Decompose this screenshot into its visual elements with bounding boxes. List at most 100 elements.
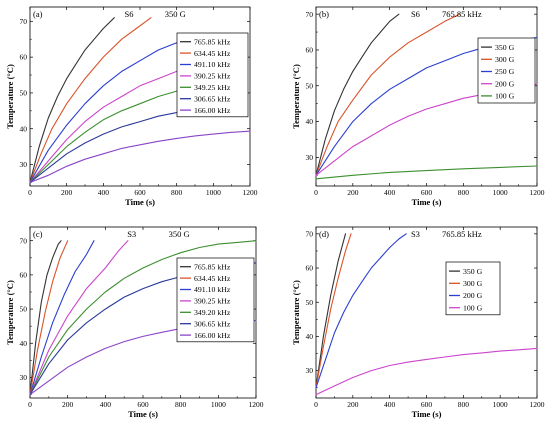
x-tick-label: 200	[347, 188, 359, 197]
x-tick-label: 800	[458, 188, 470, 197]
y-tick-label: 60	[20, 53, 28, 62]
legend-entry: 350 G	[463, 267, 483, 276]
legend-entry: 634.45 kHz	[194, 274, 231, 283]
legend-entry: 250 G	[495, 67, 515, 76]
y-tick-label: 60	[306, 46, 314, 55]
y-tick-label: 40	[20, 124, 28, 133]
x-tick-label: 200	[61, 188, 73, 197]
y-tick-label: 40	[20, 339, 28, 348]
y-tick-label: 40	[306, 332, 314, 341]
series-line	[315, 233, 352, 389]
plot-frame	[315, 226, 538, 399]
legend-entry: 166.00 kHz	[194, 106, 231, 115]
x-tick-label: 600	[421, 188, 433, 197]
y-tick-label: 40	[306, 117, 314, 126]
y-tick-label: 50	[306, 298, 314, 307]
legend-entry: 350 G	[495, 43, 515, 52]
x-tick-label: 1200	[530, 400, 545, 409]
y-tick-label: 30	[306, 153, 314, 162]
legend-entry: 100 G	[463, 303, 483, 312]
x-tick-label: 0	[28, 400, 32, 409]
series-line	[29, 17, 152, 183]
legend-entry: 491.10 kHz	[194, 60, 231, 69]
panel-c: 0 200 400 600 800 1000 1200 30 40 50 60 70 Time (s) T…	[5, 226, 264, 419]
condition-label: 765.85 kHz	[442, 9, 482, 19]
condition-label: 350 G	[169, 229, 190, 239]
panel-label: (d)	[319, 229, 329, 239]
x-tick-label: 1200	[243, 188, 258, 197]
legend-entry: 300 G	[463, 279, 483, 288]
x-tick-label: 600	[421, 400, 433, 409]
condition-label: 350 G	[165, 9, 186, 19]
series-line	[315, 233, 347, 389]
x-tick-label: 800	[171, 188, 183, 197]
y-tick-label: 60	[20, 270, 28, 279]
x-tick-label: 1000	[206, 188, 221, 197]
panel-b: 0 200 400 600 800 1000 1200 30 40 50 60 70 Time (s) T…	[291, 6, 545, 207]
series-line	[29, 42, 178, 183]
series-line	[315, 13, 461, 176]
series-line	[29, 240, 62, 396]
series-line	[315, 233, 407, 389]
sample-label: S3	[411, 229, 420, 239]
y-tick-label: 60	[306, 264, 314, 273]
legend-entry: 200 G	[463, 291, 483, 300]
y-tick-label: 70	[20, 17, 28, 26]
legend-entry: 491.10 kHz	[194, 285, 231, 294]
x-tick-label: 600	[134, 188, 146, 197]
series-line	[315, 347, 538, 396]
x-tick-label: 0	[314, 400, 318, 409]
x-tick-label: 400	[100, 400, 112, 409]
y-axis-label: Temperature (°C)	[5, 280, 15, 345]
x-tick-label: 600	[137, 400, 149, 409]
legend-entry: 166.00 kHz	[194, 331, 231, 340]
panel-label: (c)	[33, 229, 43, 239]
legend-entry: 200 G	[495, 79, 515, 88]
x-tick-label: 400	[98, 188, 110, 197]
legend-entry: 349.25 kHz	[194, 83, 231, 92]
y-axis-label: Temperature (°C)	[291, 64, 301, 129]
y-axis-label: Temperature (°C)	[291, 280, 301, 345]
x-axis-label: Time (s)	[412, 197, 442, 207]
series-line	[29, 130, 251, 183]
x-tick-label: 800	[175, 400, 187, 409]
series-line	[29, 240, 257, 396]
x-tick-label: 1000	[493, 400, 508, 409]
legend-entry: 634.45 kHz	[194, 49, 231, 58]
x-tick-label: 800	[458, 400, 470, 409]
x-tick-label: 0	[314, 188, 318, 197]
sample-label: S6	[411, 9, 420, 19]
legend-entry: 765.85 kHz	[194, 262, 231, 271]
legend-box	[176, 257, 255, 343]
series-line	[29, 17, 115, 183]
y-tick-label: 70	[306, 10, 314, 19]
y-tick-label: 30	[306, 366, 314, 375]
x-tick-label: 200	[62, 400, 74, 409]
legend-entry: 765.85 kHz	[194, 37, 231, 46]
x-tick-label: 400	[384, 188, 396, 197]
x-tick-label: 400	[384, 400, 396, 409]
panel-label: (a)	[33, 9, 43, 19]
x-tick-label: 1200	[530, 188, 545, 197]
legend-entry: 349.20 kHz	[194, 308, 231, 317]
x-axis-label: Time (s)	[128, 409, 158, 419]
sample-label: S6	[125, 9, 134, 19]
y-tick-label: 70	[20, 236, 28, 245]
x-tick-label: 200	[347, 400, 359, 409]
legend-entry: 306.65 kHz	[194, 319, 231, 328]
x-tick-label: 0	[28, 188, 32, 197]
series-line	[29, 240, 95, 396]
legend-entry: 306.65 kHz	[194, 94, 231, 103]
legend-box	[176, 32, 249, 118]
series-line	[29, 240, 129, 396]
legend-box	[477, 37, 536, 104]
x-tick-label: 1000	[493, 188, 508, 197]
series-line	[315, 165, 538, 180]
series-line	[29, 65, 196, 183]
series-line	[29, 240, 69, 396]
legend-entry: 390.25 kHz	[194, 297, 231, 306]
sample-label: S3	[127, 229, 136, 239]
panel-a: 0 200 400 600 800 1000 1200 30 40 50 60 70 Time (s) T…	[5, 6, 258, 207]
y-tick-label: 70	[306, 229, 314, 238]
panel-label: (b)	[319, 9, 329, 19]
